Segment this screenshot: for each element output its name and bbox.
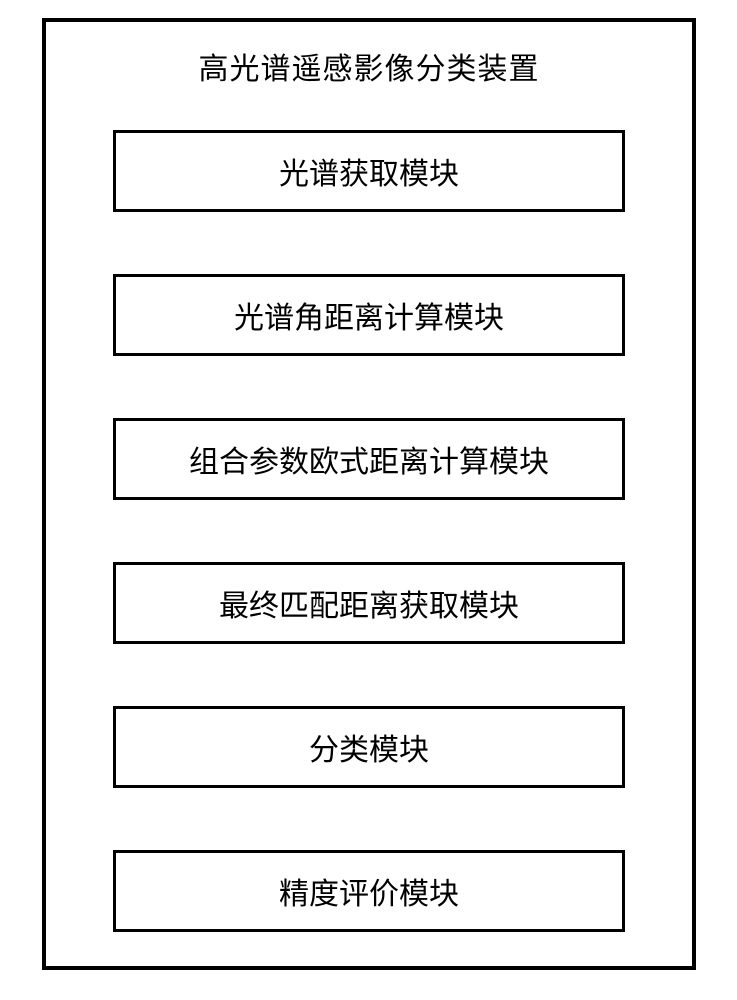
module-label: 分类模块 (309, 725, 429, 769)
module-label: 光谱获取模块 (279, 149, 459, 193)
module-label: 组合参数欧式距离计算模块 (189, 437, 549, 481)
diagram-canvas: 高光谱遥感影像分类装置 光谱获取模块 光谱角距离计算模块 组合参数欧式距离计算模… (0, 0, 737, 1000)
module-label: 光谱角距离计算模块 (234, 293, 504, 337)
outer-frame: 高光谱遥感影像分类装置 光谱获取模块 光谱角距离计算模块 组合参数欧式距离计算模… (42, 18, 696, 970)
module-box: 光谱角距离计算模块 (113, 274, 625, 356)
module-box: 组合参数欧式距离计算模块 (113, 418, 625, 500)
module-box: 精度评价模块 (113, 850, 625, 932)
module-box: 最终匹配距离获取模块 (113, 562, 625, 644)
module-box: 光谱获取模块 (113, 130, 625, 212)
module-box: 分类模块 (113, 706, 625, 788)
module-label: 最终匹配距离获取模块 (219, 581, 519, 625)
module-label: 精度评价模块 (279, 869, 459, 913)
diagram-title: 高光谱遥感影像分类装置 (199, 44, 540, 88)
